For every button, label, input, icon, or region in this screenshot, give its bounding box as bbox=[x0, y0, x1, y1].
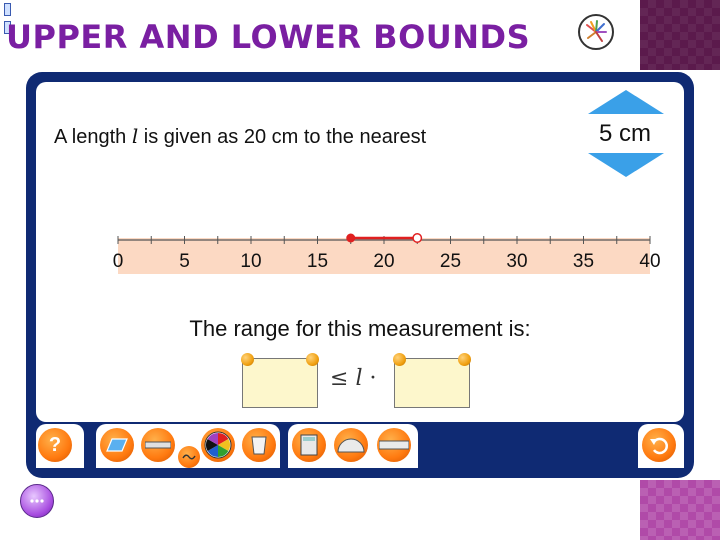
tick-label: 15 bbox=[307, 251, 328, 272]
calculator-tool-button[interactable] bbox=[292, 428, 326, 462]
decorative-pattern-bottom bbox=[640, 480, 720, 540]
bin-icon bbox=[251, 436, 267, 455]
reset-button[interactable] bbox=[642, 428, 676, 462]
ellipsis-icon bbox=[30, 499, 44, 503]
pen-squiggle-icon bbox=[182, 454, 196, 460]
pin-icon bbox=[458, 353, 471, 366]
tick-label: 0 bbox=[113, 251, 124, 272]
tick-label: 30 bbox=[506, 251, 527, 272]
question-text: A length l is given as 20 cm to the near… bbox=[54, 124, 427, 148]
undo-arrow-icon bbox=[650, 437, 668, 455]
back-navigation-button[interactable] bbox=[20, 484, 54, 518]
pen-tool-button[interactable] bbox=[178, 446, 200, 468]
inequality-expression: ≤ l · bbox=[330, 366, 377, 391]
measure-ruler-icon bbox=[379, 440, 409, 450]
number-line-labels: 0 5 10 15 20 25 30 35 40 bbox=[113, 251, 661, 272]
color-wheel-button[interactable] bbox=[201, 428, 235, 462]
protractor-icon bbox=[337, 438, 365, 453]
tick-label: 20 bbox=[373, 251, 394, 272]
pin-icon bbox=[393, 353, 406, 366]
range-start-point bbox=[346, 233, 356, 243]
ruler-icon bbox=[145, 441, 171, 449]
pin-icon bbox=[306, 353, 319, 366]
bin-tool-button[interactable] bbox=[242, 428, 276, 462]
upper-bound-input[interactable] bbox=[393, 353, 471, 408]
pencils-logo-icon bbox=[578, 14, 614, 50]
color-wheel-icon bbox=[204, 431, 232, 459]
unit-selector-value: 5 cm bbox=[598, 120, 651, 147]
help-button[interactable]: ? bbox=[38, 428, 72, 462]
slide-corner-icon bbox=[4, 3, 18, 34]
eraser-icon bbox=[106, 438, 128, 452]
range-end-point bbox=[412, 233, 423, 243]
tick-label: 5 bbox=[179, 251, 190, 272]
tick-label: 40 bbox=[639, 251, 660, 272]
decorative-pattern-top bbox=[640, 0, 720, 70]
ruler-tool-button[interactable] bbox=[141, 428, 175, 462]
measure-ruler-button[interactable] bbox=[377, 428, 411, 462]
decrease-arrow-button[interactable] bbox=[588, 153, 664, 177]
lower-bound-input[interactable] bbox=[241, 353, 319, 408]
increase-arrow-button[interactable] bbox=[588, 90, 664, 114]
number-line: 0 5 10 15 20 25 30 35 40 bbox=[113, 233, 661, 272]
protractor-tool-button[interactable] bbox=[334, 428, 368, 462]
tick-label: 25 bbox=[440, 251, 461, 272]
tick-label: 10 bbox=[240, 251, 261, 272]
eraser-tool-button[interactable] bbox=[100, 428, 134, 462]
tick-label: 35 bbox=[573, 251, 594, 272]
range-prompt: The range for this measurement is: bbox=[189, 316, 531, 341]
pin-icon bbox=[241, 353, 254, 366]
page-title: UPPER AND LOWER BOUNDS bbox=[6, 18, 531, 56]
calculator-icon bbox=[300, 434, 318, 456]
